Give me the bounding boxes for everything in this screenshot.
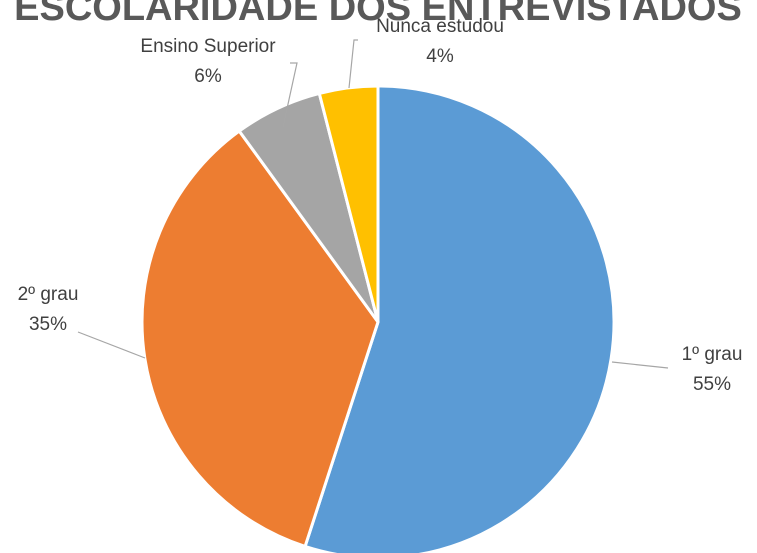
data-label-value: 55%	[693, 374, 731, 395]
data-label-name: 2º grau	[18, 284, 79, 305]
leader-line	[611, 361, 669, 369]
chart-title: ESCOLARIDADE DOS ENTREVISTADOS	[14, 0, 742, 29]
leader-line	[348, 39, 358, 89]
data-label-name: Ensino Superior	[140, 36, 276, 57]
pie-slice	[140, 128, 380, 549]
data-label-value: 6%	[194, 66, 222, 87]
leader-line	[77, 331, 146, 359]
pie-slice	[303, 84, 616, 553]
data-label-name: 1º grau	[682, 344, 743, 365]
leader-line	[282, 62, 298, 128]
data-label-name: Nunca estudou	[376, 16, 504, 37]
data-label-value: 4%	[426, 46, 454, 67]
data-label-value: 35%	[29, 314, 67, 335]
